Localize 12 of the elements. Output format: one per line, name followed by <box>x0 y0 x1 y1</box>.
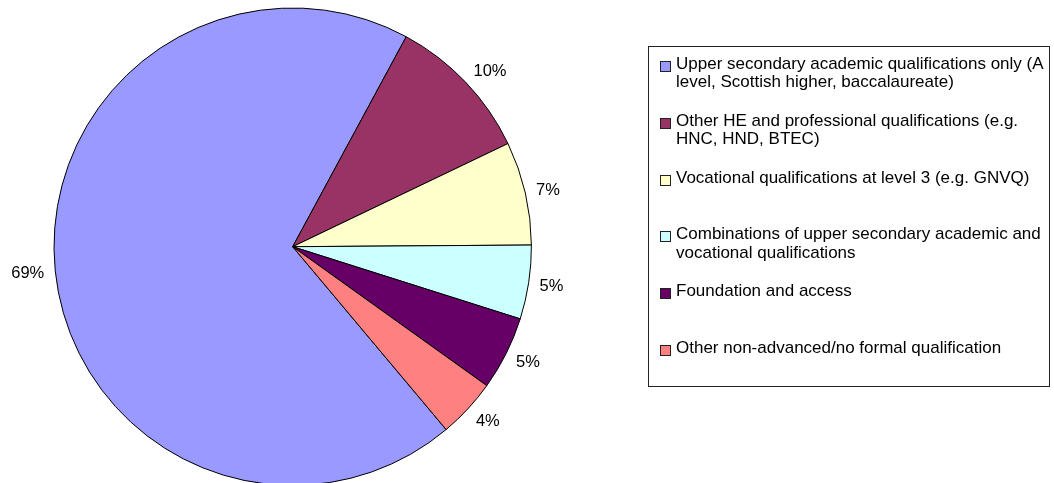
data-label: 5% <box>515 351 541 370</box>
legend-label: Other non-advanced/no formal qualification <box>676 337 1003 358</box>
legend-label: Vocational qualifications at level 3 (e.g. GNVQ) <box>676 167 1031 187</box>
legend-label: Other HE and professional qualifications (e.g. HNC, HND, BTEC) <box>676 110 1020 149</box>
data-label: 7% <box>536 179 561 198</box>
legend-label: Foundation and access <box>676 281 853 301</box>
legend-label: Combinations of upper secondary academic and vocational qualifications <box>676 224 1042 263</box>
data-label: 4% <box>475 411 501 430</box>
data-label: 10% <box>473 61 507 80</box>
legend-label: Upper secondary academic qualifications only (A level, Scottish higher, baccalaureate) <box>676 54 1045 92</box>
data-label: 5% <box>539 275 564 294</box>
data-label: 69% <box>11 263 45 282</box>
